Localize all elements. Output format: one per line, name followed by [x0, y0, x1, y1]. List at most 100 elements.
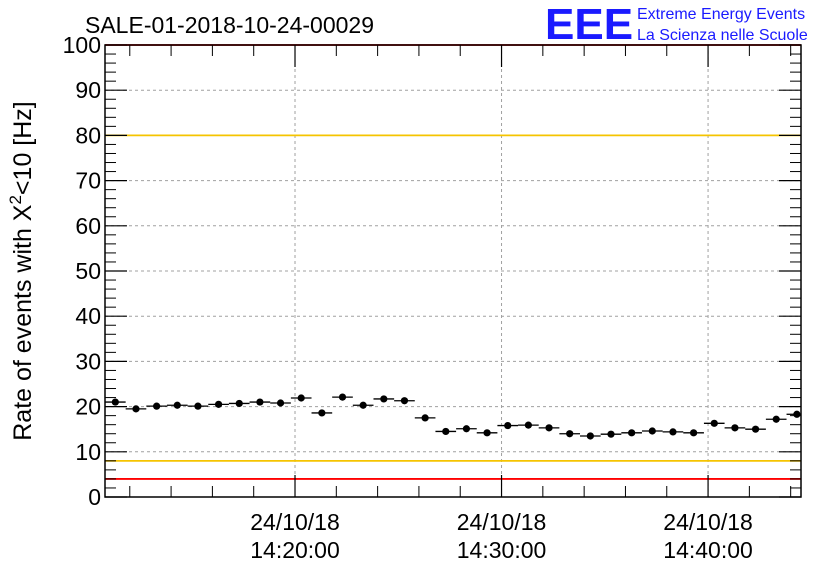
- point-marker: [338, 393, 347, 401]
- data-point: [125, 405, 147, 413]
- data-point: [641, 427, 663, 435]
- point-marker: [731, 424, 739, 432]
- y-tick-label: 20: [75, 394, 101, 420]
- data-point: [166, 401, 188, 409]
- data-point: [600, 430, 622, 438]
- y-tick-label: 90: [75, 77, 101, 103]
- y-axis-title-prefix: Rate of events with X: [9, 204, 37, 441]
- data-point: [538, 424, 560, 432]
- grid: [105, 45, 801, 497]
- logo-line-2: La Scienza nelle Scuole: [637, 27, 808, 44]
- point-marker: [566, 430, 574, 438]
- point-marker: [772, 415, 780, 423]
- x-tick-date: 24/10/18: [250, 509, 340, 535]
- point-marker: [751, 425, 760, 433]
- point-marker: [710, 419, 718, 427]
- point-marker: [669, 428, 677, 436]
- data-point: [105, 398, 126, 406]
- y-tick-label: 0: [88, 484, 101, 510]
- data-point: [435, 427, 457, 436]
- data-point: [745, 425, 766, 433]
- data-point: [765, 415, 787, 423]
- point-marker: [132, 405, 140, 413]
- y-tick-label: 60: [75, 213, 101, 239]
- data-point: [208, 400, 229, 408]
- data-point: [497, 421, 519, 430]
- y-tick-label: 70: [75, 168, 101, 194]
- data-point: [414, 414, 436, 422]
- y-tick-label: 50: [75, 258, 101, 284]
- data-points: [105, 393, 801, 440]
- point-marker: [214, 400, 223, 408]
- point-marker: [173, 401, 181, 409]
- point-marker: [462, 425, 471, 433]
- x-tick-time: 14:20:00: [250, 537, 340, 563]
- y-axis-title: Rate of events with X2<10 [Hz]: [6, 101, 37, 441]
- point-marker: [628, 429, 636, 437]
- x-tick-date: 24/10/18: [457, 509, 547, 535]
- point-marker: [586, 432, 594, 440]
- point-marker: [256, 398, 264, 406]
- data-point: [518, 421, 539, 429]
- data-point: [683, 429, 704, 437]
- data-point: [249, 398, 271, 406]
- data-point: [724, 424, 746, 432]
- data-point: [352, 401, 374, 409]
- point-marker: [359, 401, 367, 409]
- y-tick-label: 80: [75, 122, 101, 148]
- data-point: [270, 399, 291, 407]
- point-marker: [276, 399, 285, 407]
- data-point: [394, 397, 415, 405]
- x-tick-date: 24/10/18: [663, 509, 753, 535]
- x-tick-labels: 24/10/1814:20:0024/10/1814:30:0024/10/18…: [250, 509, 753, 563]
- point-marker: [297, 394, 305, 402]
- data-point: [621, 429, 642, 437]
- point-marker: [400, 397, 409, 405]
- data-point: [476, 429, 498, 437]
- data-point: [662, 428, 684, 436]
- data-point: [456, 425, 477, 433]
- data-point: [373, 395, 395, 403]
- point-marker: [194, 402, 202, 410]
- y-tick-label: 10: [75, 439, 101, 465]
- y-tick-label: 100: [63, 32, 101, 58]
- point-marker: [442, 427, 450, 436]
- point-marker: [690, 429, 698, 437]
- y-tick-label: 40: [75, 303, 101, 329]
- point-marker: [153, 402, 161, 410]
- point-marker: [380, 395, 388, 403]
- logo-line-1: Extreme Energy Events: [637, 6, 805, 23]
- point-marker: [524, 421, 532, 429]
- logo-mark: EEE: [545, 0, 633, 49]
- data-point: [786, 410, 801, 418]
- y-axis-title-superscript: 2: [6, 195, 25, 204]
- x-tick-time: 14:40:00: [663, 537, 753, 563]
- point-marker: [793, 410, 801, 418]
- y-tick-labels: 0 10 20 30 40 50 60 70 80 90 100: [63, 32, 101, 510]
- point-marker: [483, 429, 491, 437]
- data-point: [290, 394, 312, 402]
- data-point: [703, 419, 725, 427]
- y-axis-title-suffix: <10 [Hz]: [9, 101, 37, 195]
- point-marker: [111, 398, 119, 406]
- data-point: [559, 430, 581, 438]
- chart-title: SALE-01-2018-10-24-00029: [85, 12, 374, 38]
- point-marker: [545, 424, 553, 432]
- point-marker: [235, 399, 243, 408]
- point-marker: [648, 427, 656, 435]
- axis-ticks: [105, 44, 801, 498]
- data-point: [580, 432, 601, 440]
- data-point: [187, 402, 209, 410]
- reference-lines: [105, 44, 801, 480]
- point-marker: [607, 430, 615, 438]
- point-marker: [318, 409, 326, 417]
- data-point: [311, 409, 333, 417]
- y-tick-label: 30: [75, 348, 101, 374]
- x-tick-time: 14:30:00: [457, 537, 547, 563]
- data-point: [228, 399, 250, 408]
- eee-logo: EEE Extreme Energy Events La Scienza nel…: [545, 0, 808, 49]
- data-point: [146, 402, 167, 410]
- point-marker: [421, 414, 429, 422]
- point-marker: [504, 421, 512, 430]
